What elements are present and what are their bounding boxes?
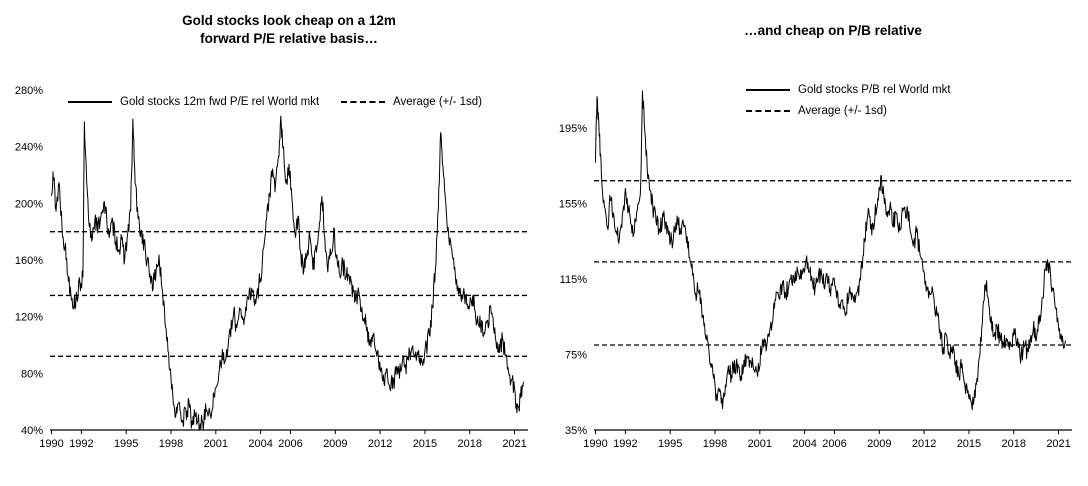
- pe-chart-title-line1: Gold stocks look cheap on a 12m: [182, 13, 396, 28]
- series-line: [595, 90, 1067, 411]
- x-tick-label: 2004: [792, 438, 816, 450]
- x-tick-label: 2012: [912, 438, 936, 450]
- y-tick-label: 115%: [560, 274, 588, 286]
- legend-label-series: Gold stocks P/B rel World mkt: [798, 84, 951, 96]
- y-tick-label: 195%: [559, 123, 587, 135]
- x-tick-label: 2006: [278, 438, 302, 450]
- dashed-line-icon: [341, 101, 386, 103]
- y-tick-label: 280%: [15, 85, 43, 97]
- pb-chart-title-line1: …and cheap on P/B relative: [744, 23, 922, 38]
- legend-label-average: Average (+/- 1sd): [798, 105, 887, 117]
- legend-item-average: Average (+/- 1sd): [746, 105, 951, 117]
- y-tick-label: 40%: [21, 425, 43, 437]
- x-tick-label: 1995: [114, 438, 138, 450]
- y-tick-label: 200%: [15, 198, 43, 210]
- x-tick-label: 2012: [368, 438, 392, 450]
- y-tick-label: 80%: [21, 368, 43, 380]
- x-tick-label: 2006: [822, 438, 846, 450]
- series-line: [51, 115, 524, 430]
- x-tick-label: 1998: [703, 438, 727, 450]
- legend-label-average: Average (+/- 1sd): [393, 96, 482, 108]
- x-tick-label: 1990: [39, 438, 63, 450]
- x-tick-label: 2004: [248, 438, 272, 450]
- dashed-line-icon: [746, 110, 790, 112]
- x-tick-label: 2021: [1046, 438, 1070, 450]
- legend-item-average: Average (+/- 1sd): [341, 96, 482, 108]
- x-tick-label: 1992: [613, 438, 637, 450]
- y-tick-label: 155%: [559, 198, 587, 210]
- x-tick-label: 2015: [957, 438, 981, 450]
- y-tick-label: 75%: [565, 349, 587, 361]
- y-tick-label: 240%: [15, 142, 43, 154]
- x-tick-label: 2015: [413, 438, 437, 450]
- legend-item-series: Gold stocks P/B rel World mkt: [746, 84, 951, 96]
- x-tick-label: 1998: [159, 438, 183, 450]
- legend-item-series: Gold stocks 12m fwd P/E rel World mkt: [68, 96, 319, 108]
- x-tick-label: 2018: [458, 438, 482, 450]
- x-tick-label: 2018: [1002, 438, 1026, 450]
- pe-chart-area: 40% 80% 120% 160% 200% 240% 280% 1990 1992 1995 19…: [0, 60, 544, 470]
- pb-chart-title: …and cheap on P/B relative: [544, 12, 1088, 60]
- x-tick-label: 2009: [867, 438, 891, 450]
- x-tick-label: 2009: [323, 438, 347, 450]
- y-tick-label: 120%: [15, 312, 43, 324]
- pb-relative-line-chart: 35% 75% 115% 155% 195% 1990 1992 1995 1998 2001 20…: [559, 90, 1072, 450]
- x-tick-label: 1990: [583, 438, 607, 450]
- x-tick-label: 2001: [204, 438, 228, 450]
- x-tick-label: 1992: [69, 438, 93, 450]
- pb-chart-area: 35% 75% 115% 155% 195% 1990 1992 1995 1998 2001 20…: [544, 60, 1088, 470]
- pe-relative-chart-panel: Gold stocks look cheap on a 12m forward …: [0, 12, 544, 470]
- pe-relative-line-chart: 40% 80% 120% 160% 200% 240% 280% 1990 1992 1995 19…: [15, 85, 528, 450]
- pe-chart-title-line2: forward P/E relative basis…: [200, 31, 378, 47]
- pe-chart-legend: Gold stocks 12m fwd P/E rel World mkt Av…: [68, 96, 482, 108]
- pb-chart-legend: Gold stocks P/B rel World mkt Average (+…: [746, 84, 951, 117]
- y-tick-label: 160%: [15, 255, 43, 267]
- x-tick-label: 2021: [502, 438, 526, 450]
- pb-relative-chart-panel: …and cheap on P/B relative 35% 75% 115% 155…: [544, 0, 1088, 486]
- pe-chart-title: Gold stocks look cheap on a 12m forward …: [0, 12, 544, 60]
- legend-label-series: Gold stocks 12m fwd P/E rel World mkt: [120, 96, 320, 108]
- x-tick-label: 1995: [658, 438, 682, 450]
- x-tick-label: 2001: [748, 438, 772, 450]
- y-tick-label: 35%: [565, 425, 587, 437]
- solid-line-icon: [68, 101, 112, 103]
- solid-line-icon: [746, 89, 790, 91]
